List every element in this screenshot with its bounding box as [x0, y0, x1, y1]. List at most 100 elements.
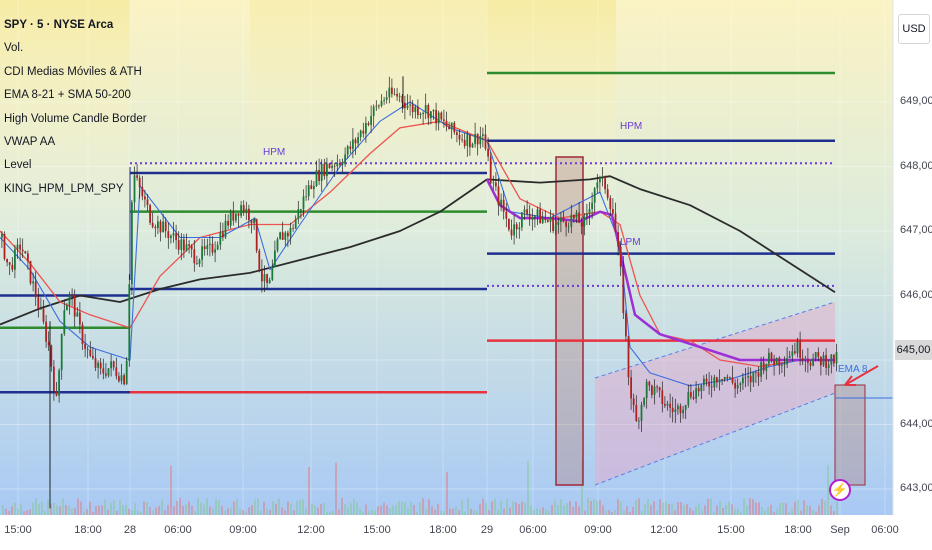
- candle-body: [193, 249, 196, 264]
- candle-body: [11, 264, 14, 270]
- volume-bar: [317, 507, 319, 515]
- volume-bar: [764, 510, 766, 515]
- candle-body: [575, 212, 578, 219]
- volume-bar: [212, 508, 214, 515]
- candle-body: [344, 154, 346, 165]
- candle-body: [565, 221, 567, 227]
- volume-bar: [791, 508, 793, 515]
- candle-body: [726, 376, 729, 379]
- volume-bar: [659, 498, 661, 515]
- indicator-vwap[interactable]: VWAP AA: [4, 136, 56, 149]
- volume-bar: [311, 503, 313, 515]
- candle-body: [203, 246, 206, 250]
- candle-body: [196, 263, 198, 265]
- volume-bar: [713, 511, 715, 515]
- volume-bar: [731, 504, 733, 515]
- volume-bar: [206, 498, 208, 515]
- volume-bar: [626, 506, 628, 515]
- volume-bar: [518, 504, 520, 515]
- volume-bar: [464, 511, 466, 515]
- candle-body: [645, 381, 648, 399]
- volume-bar: [752, 499, 754, 515]
- volume-bar: [20, 504, 22, 515]
- candle-body: [508, 218, 510, 230]
- volume-bar: [743, 498, 745, 515]
- candle-body: [718, 379, 721, 383]
- volume-bar: [266, 508, 268, 515]
- volume-bar: [323, 502, 325, 515]
- volume-bar: [827, 464, 829, 515]
- candle-body: [326, 163, 328, 177]
- volume-bar: [344, 504, 346, 515]
- candle-body: [736, 385, 739, 389]
- candle-body: [783, 364, 786, 366]
- indicator-volume[interactable]: Vol.: [4, 42, 24, 55]
- candle-body: [661, 390, 664, 405]
- volume-bar: [341, 498, 343, 515]
- candle-body: [58, 370, 60, 396]
- indicator-king[interactable]: KING_HPM_LPM_SPY: [4, 182, 124, 195]
- indicator-legend: SPY · 5 · NYSE Arca Vol. CDI Medias Móvi…: [4, 14, 147, 201]
- candle-body: [209, 243, 211, 246]
- indicator-cdi[interactable]: CDI Medias Móviles & ATH: [4, 65, 142, 78]
- candle-body: [107, 368, 110, 376]
- ema8-arrowhead: [844, 375, 856, 386]
- volume-bar: [578, 506, 580, 515]
- volume-bar: [479, 504, 481, 515]
- candle-body: [310, 185, 313, 190]
- volume-bar: [239, 508, 241, 515]
- volume-bar: [581, 462, 583, 515]
- volume-bar: [812, 510, 814, 515]
- lightning-icon[interactable]: ⚡: [829, 479, 851, 501]
- candle-body: [768, 352, 770, 364]
- volume-bar: [458, 510, 460, 515]
- candle-body: [398, 95, 401, 97]
- volume-bar: [170, 465, 172, 515]
- candle-body: [201, 246, 203, 260]
- candle-body: [835, 352, 838, 364]
- candle-body: [60, 334, 63, 371]
- candle-body: [430, 111, 432, 119]
- candle-body: [393, 93, 396, 95]
- candle-body: [380, 100, 383, 106]
- candle-body: [188, 244, 190, 247]
- candle-body: [305, 196, 307, 198]
- volume-bar: [179, 498, 181, 515]
- volume-bar: [758, 502, 760, 515]
- price-tick-label: 649,00: [900, 95, 932, 107]
- candle-body: [700, 385, 703, 392]
- volume-bar: [521, 501, 523, 515]
- candle-body: [37, 297, 40, 309]
- volume-bar: [299, 499, 301, 515]
- volume-bar: [749, 498, 751, 515]
- volume-bar: [485, 502, 487, 515]
- volume-bar: [572, 507, 574, 515]
- candle-body: [271, 267, 274, 280]
- volume-bar: [302, 499, 304, 515]
- symbol-line[interactable]: SPY · 5 · NYSE Arca: [4, 19, 114, 31]
- indicator-level[interactable]: Level: [4, 159, 32, 172]
- candle-body: [297, 209, 300, 219]
- volume-bar: [563, 505, 565, 515]
- candle-body: [596, 182, 599, 189]
- volume-bar: [614, 510, 616, 515]
- currency-button[interactable]: USD: [898, 14, 930, 44]
- volume-bar: [374, 510, 376, 515]
- candle-body: [794, 351, 796, 354]
- indicator-high-volume[interactable]: High Volume Candle Border: [4, 112, 147, 125]
- time-tick-label: Sep: [830, 524, 850, 536]
- indicator-ema-sma[interactable]: EMA 8-21 + SMA 50-200: [4, 89, 131, 102]
- volume-bar: [413, 505, 415, 515]
- candle-body: [625, 313, 627, 337]
- volume-bar: [326, 511, 328, 515]
- candle-body: [632, 398, 635, 406]
- volume-bar: [122, 505, 124, 515]
- candle-body: [544, 218, 547, 221]
- volume-bar: [284, 510, 286, 515]
- volume-bar: [77, 498, 79, 515]
- candle-body: [560, 217, 562, 223]
- volume-bar: [110, 502, 112, 515]
- candle-body: [149, 205, 151, 223]
- candle-body: [151, 222, 154, 227]
